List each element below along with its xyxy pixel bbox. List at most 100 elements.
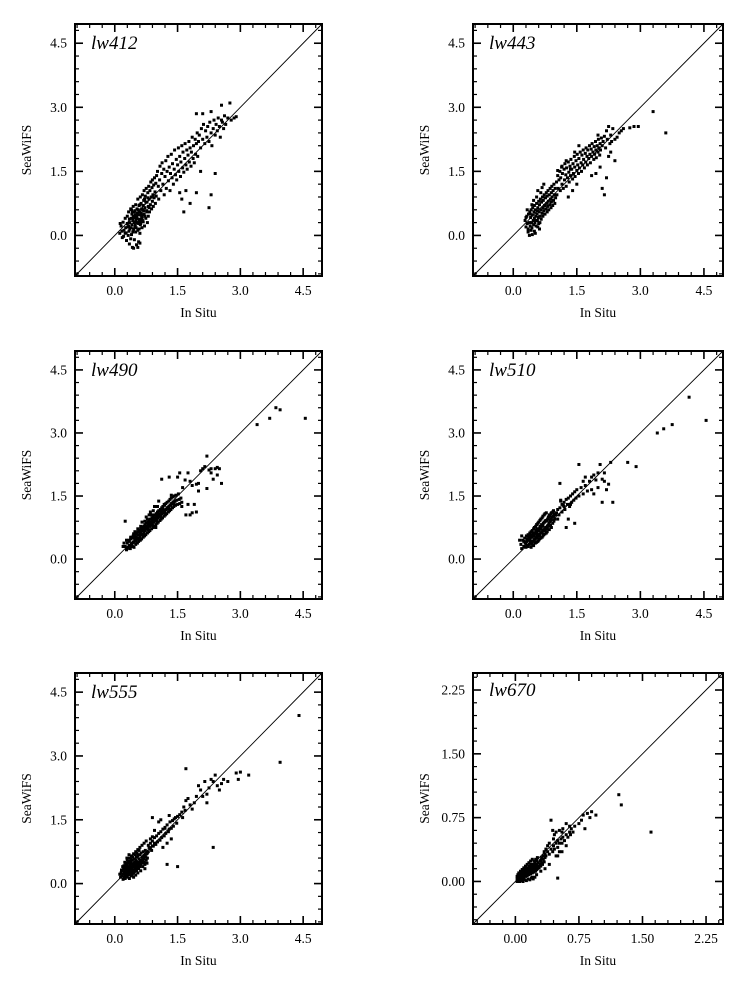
scatter-point <box>153 201 157 205</box>
scatter-point <box>125 856 129 860</box>
scatter-point <box>539 217 543 221</box>
scatter-point <box>130 858 134 862</box>
scatter-point <box>150 178 154 182</box>
scatter-point <box>138 853 142 857</box>
scatter-point <box>217 125 221 128</box>
scatter-point <box>185 167 189 171</box>
scatter-point <box>150 207 154 211</box>
scatter-point <box>169 508 173 511</box>
scatter-point <box>560 172 564 175</box>
scatter-point <box>519 869 522 873</box>
scatter-point <box>140 226 144 230</box>
scatter-point <box>144 524 148 528</box>
scatter-point <box>526 227 530 231</box>
scatter-point <box>146 520 150 524</box>
data-points <box>515 793 653 883</box>
scatter-plot: 0.0 0.0 1.5 1.5 3.0 3.0 4.5 4.5 In Situ SeaWiFS lw… <box>417 350 724 643</box>
scatter-point <box>136 854 140 858</box>
scatter-point <box>575 488 579 492</box>
scatter-point <box>182 805 186 809</box>
scatter-point <box>192 161 196 165</box>
scatter-point <box>607 482 611 486</box>
panel-title: lw412 <box>91 33 138 54</box>
scatter-point <box>562 500 566 504</box>
scatter-point <box>134 203 138 207</box>
scatter-point <box>160 477 164 481</box>
scatter-point <box>564 822 568 826</box>
one-to-one-line <box>74 350 323 600</box>
scatter-point <box>621 127 625 131</box>
scatter-point <box>581 492 585 496</box>
scatter-point <box>131 230 135 234</box>
scatter-point <box>564 159 568 163</box>
scatter-point <box>143 529 147 532</box>
scatter-point <box>156 169 159 173</box>
scatter-point <box>134 862 138 866</box>
scatter-point <box>167 165 171 169</box>
scatter-point <box>588 479 591 483</box>
y-axis-title: SeaWiFS <box>417 125 432 175</box>
scatter-point <box>133 867 137 871</box>
x-tick-label: 1.5 <box>568 283 585 298</box>
scatter-point <box>169 496 173 500</box>
scatter-point <box>577 463 581 466</box>
scatter-point <box>566 502 569 506</box>
scatter-point <box>562 505 566 508</box>
scatter-point <box>181 150 185 154</box>
scatter-point <box>530 233 534 237</box>
scatter-point <box>539 208 543 212</box>
scatter-point <box>161 182 165 186</box>
scatter-point <box>538 524 542 528</box>
scatter-point <box>125 222 129 225</box>
scatter-point <box>592 473 596 477</box>
scatter-point <box>138 231 142 235</box>
scatter-point <box>579 161 583 165</box>
scatter-point <box>186 502 190 506</box>
scatter-point <box>171 824 175 828</box>
scatter-point <box>576 163 580 167</box>
scatter-point <box>147 206 151 210</box>
scatter-point <box>518 538 522 542</box>
scatter-point <box>203 142 207 146</box>
scatter-point <box>132 221 136 225</box>
scatter-point <box>567 180 571 184</box>
scatter-point <box>129 857 133 861</box>
y-tick-label: 4.5 <box>50 362 67 377</box>
scatter-point <box>575 182 579 186</box>
scatter-point <box>160 512 164 516</box>
scatter-point <box>539 191 543 195</box>
scatter-point <box>543 852 547 856</box>
scatter-point <box>165 500 169 504</box>
scatter-point <box>553 186 557 190</box>
scatter-point <box>121 865 125 869</box>
scatter-point <box>533 221 537 225</box>
plot-frame <box>472 350 724 600</box>
x-tick-label: 0.0 <box>106 283 123 298</box>
panel-lw490: 0.0 0.0 1.5 1.5 3.0 3.0 4.5 4.5 In Situ SeaWiFS lw… <box>0 330 375 660</box>
scatter-point <box>164 831 168 835</box>
scatter-point <box>213 467 217 471</box>
scatter-point <box>192 801 196 805</box>
scatter-point <box>182 170 186 174</box>
scatter-point <box>575 152 579 156</box>
scatter-point <box>127 224 131 228</box>
scatter-point <box>604 146 608 150</box>
one-to-one-line <box>472 672 724 925</box>
scatter-point <box>153 176 156 180</box>
scatter-point <box>632 125 636 128</box>
scatter-point <box>595 144 599 148</box>
scatter-point <box>528 878 532 882</box>
scatter-point <box>135 211 139 215</box>
scatter-point <box>150 199 154 203</box>
scatter-point <box>575 169 579 172</box>
scatter-point <box>134 535 138 539</box>
scatter-point <box>121 220 125 224</box>
scatter-point <box>557 513 561 517</box>
y-tick-label: 2.25 <box>441 683 465 698</box>
scatter-point <box>220 103 223 107</box>
scatter-point <box>590 154 594 158</box>
scatter-point <box>547 528 551 532</box>
scatter-point <box>611 500 615 504</box>
scatter-point <box>569 502 572 506</box>
scatter-point <box>544 207 548 211</box>
